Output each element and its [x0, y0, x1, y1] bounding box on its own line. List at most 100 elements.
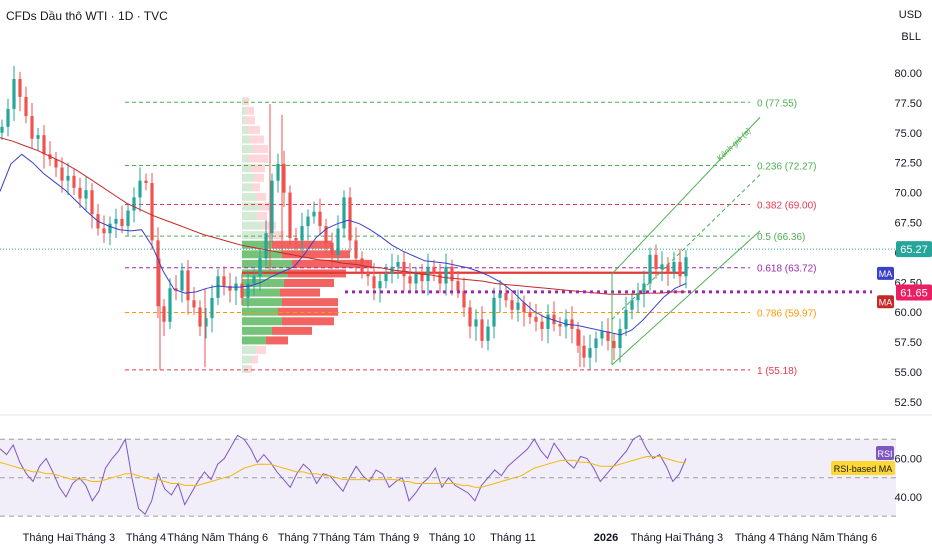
time-tick-label: Tháng 10: [429, 532, 475, 544]
volume-profile-bar-up: [242, 125, 248, 134]
candle-body: [618, 328, 622, 349]
candle-body: [408, 276, 412, 284]
candle-body: [192, 300, 196, 308]
candle-body: [132, 197, 136, 211]
channel-label: Kênh giá (a): [715, 126, 753, 163]
rsi-ma-tag: RSI-based MA: [834, 464, 893, 474]
candle-body: [6, 108, 10, 127]
volume-profile-bar-down: [248, 125, 260, 134]
candle-body: [462, 290, 466, 308]
candle-body: [648, 254, 652, 284]
volume-profile-bar-up: [242, 154, 248, 163]
volume-profile-bar-down: [250, 135, 264, 144]
candle-body: [600, 331, 604, 339]
time-tick-label: Tháng 6: [228, 532, 268, 544]
rsi-tick-label: 40.00: [894, 492, 922, 504]
candle-body: [366, 271, 370, 277]
candle-body: [174, 288, 178, 291]
candle-body: [138, 180, 142, 198]
volume-profile-bar-down: [248, 154, 268, 163]
volume-profile-bar-up: [242, 250, 282, 259]
candle-body: [126, 210, 130, 227]
volume-profile-bar-down: [252, 145, 268, 154]
volume-profile-bar-up: [242, 307, 278, 316]
candle-body: [66, 175, 70, 181]
candle-body: [468, 307, 472, 327]
ma-value-badge-bg: [896, 284, 932, 301]
price-tick-label: 72.50: [894, 158, 922, 170]
candle-body: [300, 226, 304, 241]
candle-body: [576, 328, 580, 346]
candle-body: [636, 293, 640, 301]
volume-profile-bar-up: [242, 231, 266, 240]
volume-profile-bar-down: [254, 173, 264, 182]
moving-averages-layer: [0, 137, 872, 336]
chart-title: CFDs Dầu thô WTI · 1D · TVC: [6, 9, 168, 23]
time-tick-label: Tháng Tám: [319, 532, 375, 544]
ma-slow-tag: MA: [879, 297, 893, 307]
candle-body: [198, 307, 202, 327]
volume-profile-bar-down: [282, 317, 334, 326]
candle-body: [558, 324, 562, 327]
scale-badge[interactable]: BLL: [901, 31, 921, 43]
volume-profile-bar-up: [242, 365, 248, 374]
candle-body: [216, 276, 220, 298]
candle-body: [414, 273, 418, 284]
candle-body: [504, 293, 508, 301]
volume-profile-bar-down: [246, 106, 254, 115]
time-tick-label: Tháng 9: [379, 532, 419, 544]
time-tick-label: Tháng 4: [126, 532, 166, 544]
candle-body: [294, 238, 298, 241]
rsi-ma-tag-bg: [831, 461, 895, 475]
candle-body: [168, 288, 172, 322]
candle-body: [426, 266, 430, 282]
candle-body: [480, 319, 484, 341]
candle-body: [30, 116, 34, 139]
candle-body: [324, 226, 328, 243]
candle-body: [612, 340, 616, 349]
candles-layer: [0, 65, 688, 370]
volume-profile-bar-up: [242, 336, 266, 345]
volume-profile-bar-down: [252, 183, 260, 192]
volume-profile-bar-up: [242, 345, 256, 354]
candle-body: [330, 242, 334, 255]
candle-body: [660, 264, 664, 270]
time-tick-label: Tháng 3: [683, 532, 723, 544]
candle-body: [222, 276, 226, 286]
candle-body: [540, 321, 544, 329]
candle-body: [360, 258, 364, 272]
candle-body: [522, 302, 526, 313]
candle-body: [336, 228, 340, 255]
volume-profile-bar-down: [245, 116, 255, 125]
volume-profile-bar-down: [248, 365, 252, 374]
candle-body: [420, 273, 424, 282]
candle-body: [594, 338, 598, 349]
candle-body: [510, 300, 514, 310]
candle-body: [402, 261, 406, 277]
candle-body: [108, 223, 112, 234]
candle-body: [120, 218, 124, 227]
candle-body: [12, 78, 16, 109]
fib-level-label: 0.236 (72.27): [757, 161, 817, 172]
volume-profile-bar-down: [282, 250, 350, 259]
candle-body: [282, 163, 286, 193]
candle-body: [450, 266, 454, 282]
volume-profile-bar-up: [242, 221, 262, 230]
candle-body: [114, 218, 118, 224]
candle-body: [570, 319, 574, 329]
volume-profile-bar-down: [282, 298, 338, 307]
currency-label[interactable]: USD: [898, 9, 922, 21]
candle-body: [372, 276, 376, 289]
price-tick-label: 70.00: [894, 188, 922, 200]
fib-level-label: 0.382 (69.00): [757, 201, 817, 212]
candle-body: [456, 281, 460, 291]
candle-body: [666, 264, 670, 272]
candle-body: [102, 228, 106, 234]
time-tick-label: Tháng Năm: [167, 532, 224, 544]
candle-body: [378, 281, 382, 289]
time-tick-label: Tháng Năm: [777, 532, 834, 544]
volume-profile-bar-down: [256, 192, 266, 201]
fib-level-label: 0 (77.55): [757, 98, 797, 109]
volume-profile-bar-up: [242, 106, 246, 115]
